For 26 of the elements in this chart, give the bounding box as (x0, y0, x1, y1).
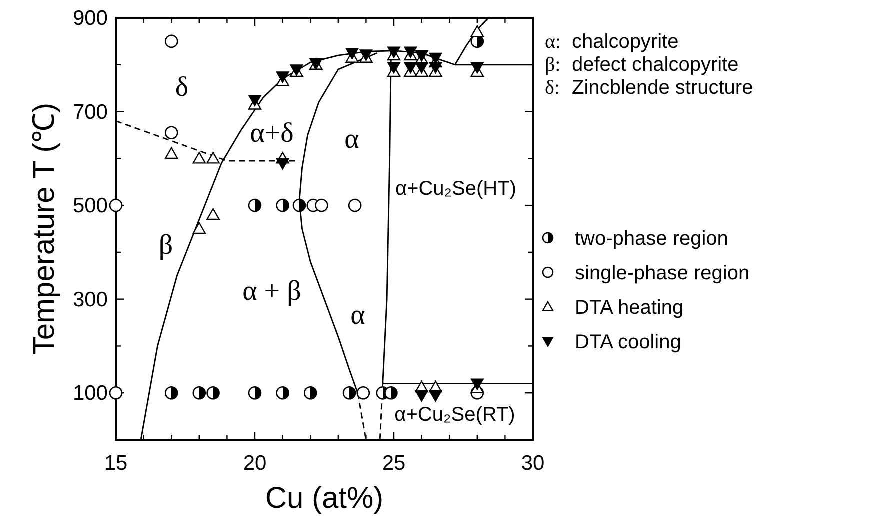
legend-label: DTA heating (575, 297, 684, 319)
y-tick-label: 700 (72, 100, 108, 124)
y-tick-label: 500 (72, 194, 108, 218)
x-tick-label: 25 (382, 452, 406, 475)
y-tick-label: 900 (72, 7, 108, 30)
annotation: α+Cu₂Se(RT) (394, 404, 516, 426)
x-axis-title: Cu (at%) (265, 482, 384, 515)
legend-label: DTA cooling (575, 332, 682, 354)
x-tick-label: 20 (243, 452, 267, 475)
legend-label: single-phase region (575, 262, 750, 284)
annotation: α + β (242, 276, 302, 308)
legend-label: two-phase region (575, 228, 728, 250)
annotation: β (158, 230, 174, 262)
annotation: δ (175, 72, 189, 104)
annotation: α (350, 300, 366, 332)
text: δ: Zincblende structure (545, 77, 754, 99)
y-axis-title: Temperature T (℃) (28, 102, 61, 356)
y-tick-label: 300 (72, 288, 108, 312)
text: α: chalcopyrite (545, 31, 679, 53)
annotation: α (344, 124, 360, 156)
y-tick-label: 100 (72, 382, 108, 406)
x-tick-label: 30 (521, 452, 545, 475)
x-tick-label: 15 (104, 452, 128, 475)
annotation: α+Cu₂Se(HT) (395, 178, 517, 200)
annotation: α+δ (250, 118, 294, 150)
text: β: defect chalcopyrite (545, 54, 739, 76)
